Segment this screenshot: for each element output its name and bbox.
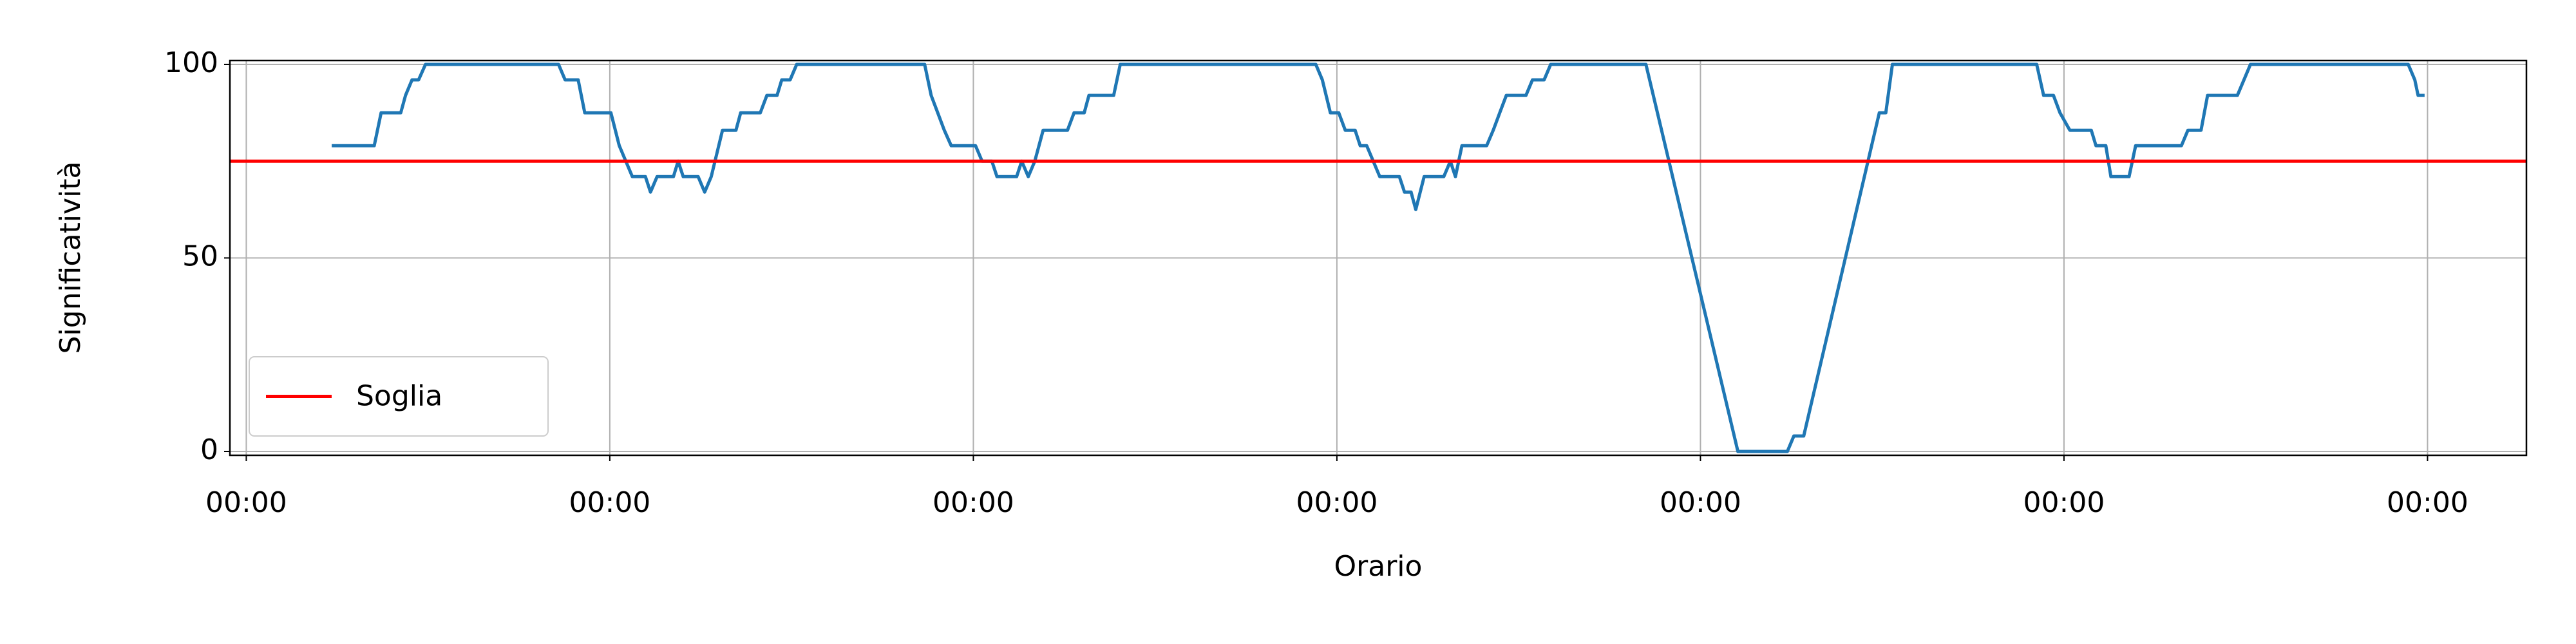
data-line <box>332 62 2425 453</box>
x-axis-label: Orario <box>1334 550 1423 583</box>
x-tick-label: 00:00 <box>569 486 651 519</box>
x-tick-label: 00:00 <box>1660 486 1741 519</box>
legend-box <box>249 356 549 437</box>
legend-label: Soglia <box>356 380 442 413</box>
y-tick-label: 0 <box>200 433 218 466</box>
x-tick-label: 00:00 <box>933 486 1014 519</box>
axes-frame <box>229 59 2528 457</box>
x-tick-label: 00:00 <box>2023 486 2105 519</box>
y-tick-label: 50 <box>182 240 218 273</box>
y-tick-label: 100 <box>164 46 218 79</box>
x-tick-label: 00:00 <box>2387 486 2468 519</box>
y-axis-label: Significatività <box>54 161 87 354</box>
x-tick-label: 00:00 <box>205 486 287 519</box>
x-tick-label: 00:00 <box>1296 486 1378 519</box>
